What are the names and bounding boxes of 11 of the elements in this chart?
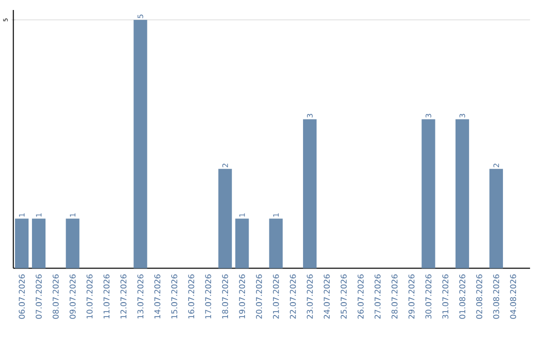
bar (269, 218, 283, 268)
bar (66, 218, 80, 268)
bar (235, 218, 249, 268)
bar (218, 168, 232, 268)
bar (456, 119, 470, 268)
bar (32, 218, 46, 268)
bar (422, 119, 436, 268)
bar (134, 20, 148, 268)
bar (303, 119, 317, 268)
bar (15, 218, 29, 268)
bar (489, 168, 503, 268)
